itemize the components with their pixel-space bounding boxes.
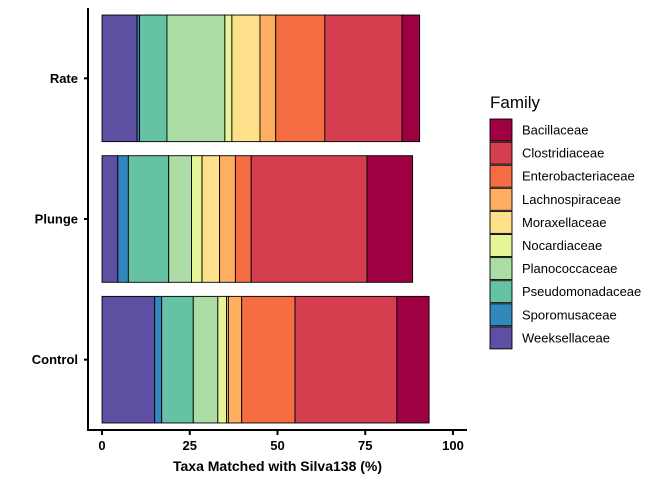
bar-segment-control-weeksellaceae [101,295,156,424]
legend-label: Bacillaceae [522,123,589,138]
x-tick-label: 75 [358,438,372,453]
legend: Family Bacillaceae Clostridiaceae Enteroba… [489,93,641,350]
bar-segment-rate-planococcaceae [166,14,226,143]
bar-segment-control-pseudomonadaceae [161,295,194,424]
x-tick-label: 25 [183,438,197,453]
bar-segment-plunge-moraxellaceae [201,155,221,283]
legend-label: Moraxellaceae [522,215,607,230]
legend-label: Enterobacteriaceae [522,169,635,184]
legend-swatch [489,234,513,257]
legend-label: Nocardiaceae [522,238,602,253]
bar-segment-control-clostridiaceae [294,295,398,424]
bar-segment-rate-pseudomonadaceae [139,14,168,143]
bar-segment-control-bacillaceae [396,295,430,424]
bar-segment-rate-moraxellaceae [231,14,261,143]
bar-segment-control-sporomusaceae [154,295,163,424]
bar-segment-plunge-bacillaceae [366,155,414,283]
bar-segment-control-enterobacteriaceae [241,295,296,424]
bar-segment-plunge-lachnospiraceae [219,155,236,283]
bar-segment-control-planococcaceae [192,295,219,424]
legend-swatch [489,257,513,281]
y-tick-label: Rate [50,71,78,86]
bar-segment-plunge-nocardiaceae [191,155,203,283]
legend-title: Family [490,93,541,112]
legend-label: Clostridiaceae [522,146,604,161]
legend-swatch [489,326,513,350]
legend-swatch [489,118,513,142]
bar-segment-rate-clostridiaceae [324,14,403,143]
bar-segment-rate-weeksellaceae [101,14,138,143]
bar-segment-rate-enterobacteriaceae [275,14,326,143]
legend-label: Lachnospiraceae [522,192,621,207]
bar-segment-rate-bacillaceae [401,14,421,143]
legend-label: Sporomusaceae [522,307,617,322]
bar-segment-plunge-clostridiaceae [250,155,368,283]
x-tick-label: 50 [270,438,284,453]
bar-segment-rate-nocardiaceae [224,14,233,143]
legend-swatch [489,164,513,188]
y-axis-ticks: Rate Plunge Control [32,71,88,367]
bar-segment-control-nocardiaceae [217,295,228,424]
legend-swatch [489,303,513,327]
y-tick-label: Plunge [35,212,78,227]
x-tick-label: 100 [442,438,464,453]
bar-segment-rate-lachnospiraceae [259,14,277,143]
legend-label: Pseudomonadaceae [522,284,641,299]
bar-segment-plunge-weeksellaceae [101,155,119,283]
bar-segment-control-lachnospiraceae [227,295,243,424]
bar-segment-plunge-planococcaceae [168,155,192,283]
legend-swatch [489,280,513,304]
bars-layer [101,14,430,424]
legend-label: Planococcaceae [522,261,617,276]
legend-label: Weeksellaceae [522,330,610,345]
x-axis-title: Taxa Matched with Silva138 (%) [173,458,382,474]
y-tick-label: Control [32,352,78,367]
legend-swatch [489,210,513,234]
x-axis-ticks: 0 25 50 75 100 [98,430,464,453]
x-tick-label: 0 [98,438,105,453]
legend-swatch [489,187,513,211]
legend-swatch [489,141,513,165]
bar-segment-plunge-sporomusaceae [117,155,129,283]
bar-segment-plunge-enterobacteriaceae [234,155,252,283]
bar-segment-plunge-pseudomonadaceae [127,155,170,283]
